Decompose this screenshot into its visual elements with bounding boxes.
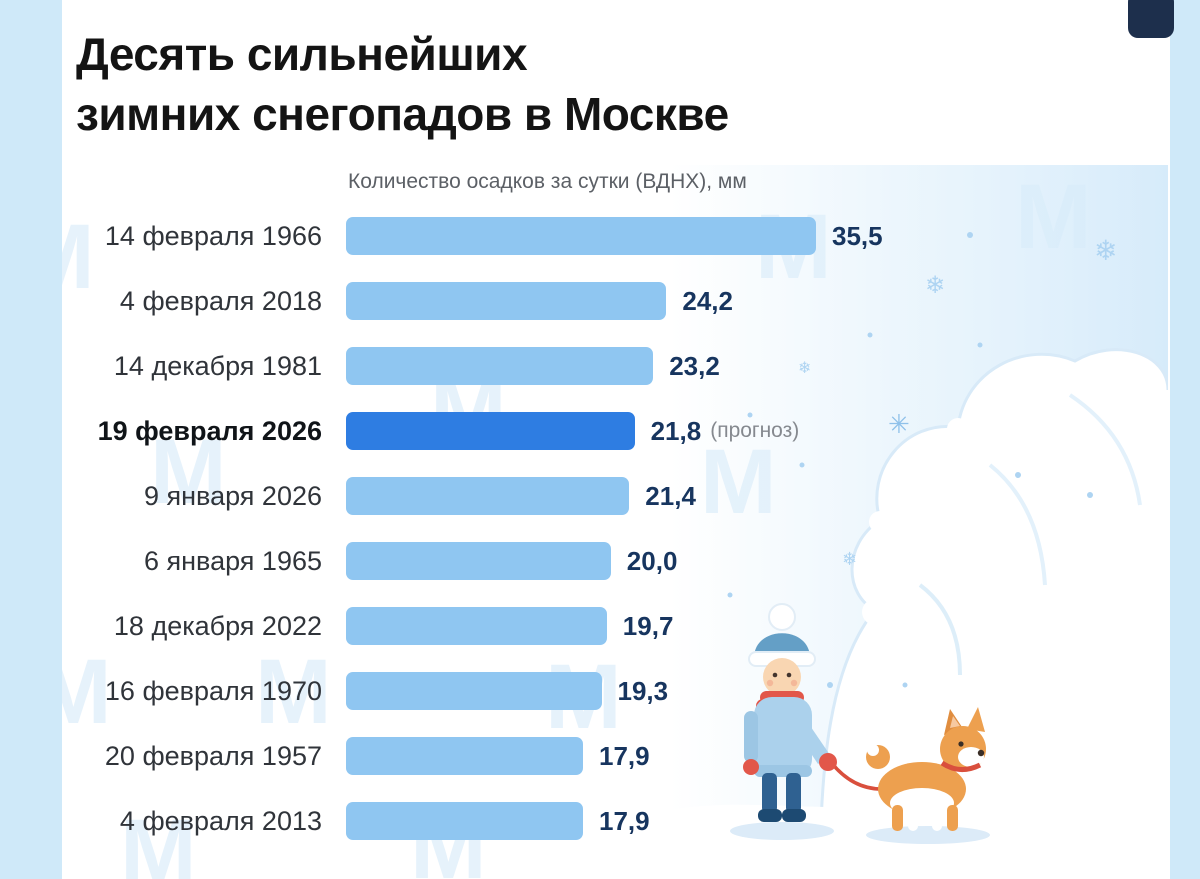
- bar-row: 4 февраля 2018 24,2: [50, 281, 892, 321]
- bar-category-label: 20 февраля 1957: [104, 740, 322, 771]
- child-figure: [743, 603, 837, 822]
- bar-value-label: 20,0: [626, 545, 678, 576]
- svg-text:❄: ❄: [798, 358, 811, 377]
- bar-value-label: 35,5: [832, 220, 883, 251]
- bar-row: 4 февраля 2013 17,9: [50, 801, 892, 841]
- axis-title: Количество осадков за сутки (ВДНХ), мм: [348, 170, 747, 193]
- bar-row: 19 февраля 2026 21,8 (прогноз): [50, 411, 892, 451]
- bar-category-label: 6 января 1965: [143, 545, 322, 576]
- bar-category-label: 4 февраля 2018: [119, 285, 322, 316]
- bar: [346, 477, 630, 515]
- bar: [346, 802, 583, 840]
- corgi-dog: [866, 707, 986, 831]
- bar-rows: 14 февраля 1966 35,5 4 февраля 2018 24,2…: [50, 216, 892, 866]
- bar-category-label: 16 февраля 1970: [104, 675, 322, 706]
- bar-value-label: 17,9: [599, 805, 650, 836]
- svg-text:❄: ❄: [925, 271, 945, 299]
- svg-text:❄: ❄: [842, 549, 857, 570]
- bar-category-label: 9 января 2026: [143, 480, 322, 511]
- bar-note: (прогноз): [710, 419, 800, 442]
- bar-row: 6 января 1965 20,0: [50, 541, 892, 581]
- bar: [346, 412, 635, 450]
- cropped-corner-logo: [1128, 0, 1174, 38]
- chart-title: Десять сильнейших зимних снегопадов в Мо…: [76, 25, 729, 145]
- bar: [346, 347, 654, 385]
- bar-value-label: 21,8: [650, 415, 702, 446]
- bar: [346, 737, 583, 775]
- bar-row: 14 февраля 1966 35,5: [50, 216, 892, 256]
- winter-illustration: ❄ ❄ ✳ ❄ ❄: [670, 165, 1168, 879]
- bar-value-label: 19,7: [622, 610, 674, 641]
- bar-row: 9 января 2026 21,4: [50, 476, 892, 516]
- bar-row: 20 февраля 1957 17,9: [50, 736, 892, 776]
- bar: [346, 282, 667, 320]
- bar-category-label: 14 декабря 1981: [113, 350, 322, 381]
- bar-category-label: 4 февраля 2013: [119, 805, 322, 836]
- bar-category-label: 14 февраля 1966: [104, 220, 322, 251]
- bar-category-label: 19 февраля 2026: [97, 415, 322, 446]
- bar-value-label: 19,3: [617, 675, 669, 706]
- svg-text:❄: ❄: [1094, 234, 1117, 267]
- bar-value-label: 24,2: [682, 285, 733, 316]
- svg-text:✳: ✳: [888, 410, 910, 440]
- bar-row: 18 декабря 2022 19,7: [50, 606, 892, 646]
- snowdrift: [818, 348, 1168, 879]
- chart-title-line1: Десять сильнейших: [76, 27, 528, 80]
- left-border-strip: [0, 0, 62, 879]
- bar: [346, 217, 816, 255]
- bar: [346, 607, 607, 645]
- bar-value-label: 21,4: [645, 480, 696, 511]
- snowflakes: ❄ ❄ ✳ ❄ ❄: [727, 232, 1117, 688]
- chart-title-line2: зимних снегопадов в Москве: [76, 87, 729, 140]
- bar: [346, 542, 611, 580]
- bar-category-label: 18 декабря 2022: [113, 610, 322, 641]
- bar-value-label: 23,2: [669, 350, 720, 381]
- bar-row: 14 декабря 1981 23,2: [50, 346, 892, 386]
- right-border-strip: [1170, 0, 1200, 879]
- bar-value-label: 17,9: [599, 740, 650, 771]
- bar-row: 16 февраля 1970 19,3: [50, 671, 892, 711]
- bar: [346, 672, 602, 710]
